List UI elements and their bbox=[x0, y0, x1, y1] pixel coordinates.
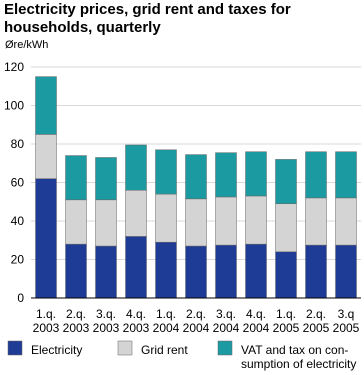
x-tick-label: 4.q. 2004 bbox=[243, 307, 270, 335]
bar-segment bbox=[185, 245, 207, 299]
bar-segment bbox=[335, 197, 357, 246]
bar-segment bbox=[155, 241, 177, 299]
x-tick-label: 3.q. 2004 bbox=[213, 307, 240, 335]
legend-label: Electricity bbox=[31, 343, 82, 357]
y-tick-label: 0 bbox=[17, 291, 24, 305]
x-tick-label: 3.q. 2003 bbox=[93, 307, 120, 335]
bar-segment bbox=[275, 203, 297, 253]
bar-segment bbox=[65, 155, 87, 201]
x-tick-label: 1.q. 2003 bbox=[33, 307, 60, 335]
bar-segment bbox=[335, 151, 357, 199]
y-tick-label: 100 bbox=[4, 99, 24, 113]
bar-segment bbox=[185, 154, 207, 200]
legend-label: Grid rent bbox=[141, 343, 188, 357]
legend-swatch bbox=[117, 340, 133, 356]
y-tick-label: 60 bbox=[11, 176, 25, 190]
bar-segment bbox=[305, 197, 327, 246]
x-tick-label: 2.q. 2004 bbox=[183, 307, 210, 335]
bar-segment bbox=[275, 159, 297, 204]
bar-segment bbox=[95, 157, 117, 201]
bar-segment bbox=[155, 193, 177, 243]
bar-segment bbox=[65, 243, 87, 299]
x-tick-label: 4.q. 2003 bbox=[123, 307, 150, 335]
y-axis-label: Øre/kWh bbox=[5, 39, 48, 51]
legend-swatch bbox=[7, 340, 23, 356]
bar-segment bbox=[35, 178, 57, 299]
bar-segment bbox=[95, 245, 117, 299]
bar-segment bbox=[65, 199, 87, 245]
bar-segment bbox=[215, 152, 237, 198]
bar-segment bbox=[35, 76, 57, 135]
bar-segment bbox=[305, 244, 327, 299]
y-tick-label: 120 bbox=[4, 60, 24, 74]
bar-segment bbox=[185, 198, 207, 247]
x-tick-label: 2.q. 2003 bbox=[63, 307, 90, 335]
x-tick-label: 1.q. 2005 bbox=[273, 307, 300, 335]
bar-segment bbox=[95, 199, 117, 247]
bar-segment bbox=[335, 244, 357, 299]
bar-segment bbox=[125, 189, 147, 237]
bar-segment bbox=[215, 244, 237, 299]
bar-segment bbox=[125, 144, 147, 191]
legend-swatch bbox=[217, 340, 233, 356]
y-tick-label: 80 bbox=[11, 137, 25, 151]
y-tick-label: 40 bbox=[11, 214, 25, 228]
x-tick-label: 3.q 2005 bbox=[333, 307, 360, 335]
chart-title: Electricity prices, grid rent and taxes … bbox=[4, 1, 291, 36]
legend-label: VAT and tax on con-sumption of electrici… bbox=[241, 343, 356, 371]
bar-segment bbox=[155, 149, 177, 195]
x-tick-label: 1.q. 2004 bbox=[153, 307, 180, 335]
bar-segment bbox=[245, 243, 267, 299]
bar-segment bbox=[125, 236, 147, 299]
bar-segment bbox=[245, 151, 267, 197]
bar-segment bbox=[215, 196, 237, 246]
bar-segment bbox=[275, 251, 297, 299]
bar-segment bbox=[35, 134, 57, 179]
y-tick-label: 20 bbox=[11, 253, 25, 267]
bar-segment bbox=[305, 151, 327, 199]
x-tick-label: 2.q. 2005 bbox=[303, 307, 330, 335]
bar-segment bbox=[245, 195, 267, 245]
